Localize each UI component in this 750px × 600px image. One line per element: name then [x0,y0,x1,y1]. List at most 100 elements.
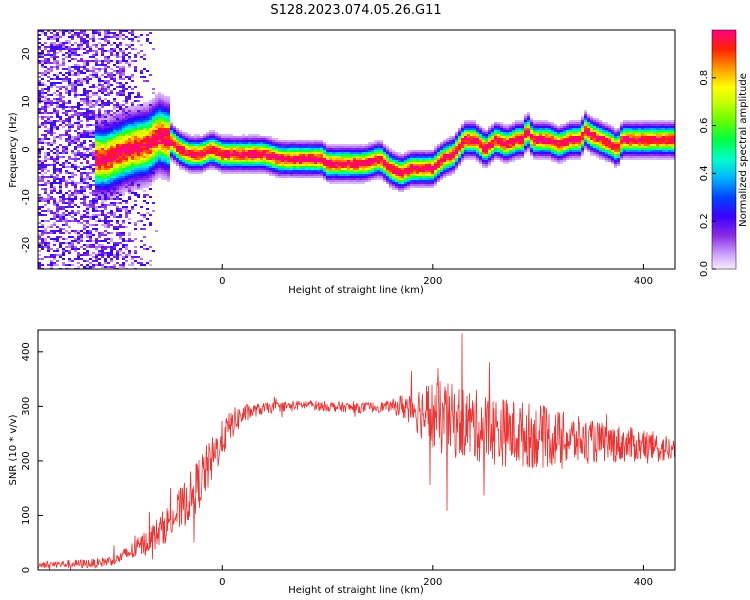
heatmap-cell [146,140,149,142]
heatmap-cell [248,138,251,140]
heatmap-cell [107,102,110,104]
heatmap-cell [74,182,77,184]
heatmap-cell [86,34,89,36]
heatmap-cell [44,126,47,128]
heatmap-cell [77,132,80,134]
heatmap-cell [89,218,92,220]
heatmap-cell [302,154,305,156]
heatmap-cell [83,40,86,42]
heatmap-cell [362,158,365,160]
heatmap-cell [128,94,131,96]
heatmap-cell [134,142,137,144]
heatmap-cell [122,162,125,164]
heatmap-cell [146,166,149,168]
heatmap-cell [296,168,299,170]
heatmap-cell [185,170,188,172]
heatmap-cell [134,154,137,156]
heatmap-cell [122,176,125,178]
heatmap-cell [59,206,62,208]
heatmap-cell [140,184,143,186]
heatmap-cell [185,150,188,152]
heatmap-cell [434,172,437,174]
heatmap-cell [83,178,86,180]
heatmap-cell [299,146,302,148]
heatmap-cell [119,208,122,210]
heatmap-cell [392,188,395,190]
heatmap-cell [380,142,383,144]
heatmap-cell [161,98,164,100]
heatmap-cell [143,146,146,148]
heatmap-cell [221,142,224,144]
heatmap-cell [206,136,209,138]
heatmap-cell [143,200,146,202]
heatmap-cell [290,144,293,146]
heatmap-cell [41,242,44,244]
heatmap-cell [95,114,98,116]
heatmap-cell [116,262,119,264]
heatmap-cell [38,180,41,182]
heatmap-cell [146,132,149,134]
heatmap-cell [41,264,44,266]
heatmap-cell [68,252,71,254]
heatmap-cell [65,224,68,226]
heatmap-cell [326,148,329,150]
heatmap-cell [47,100,50,102]
heatmap-cell [359,178,362,180]
heatmap-cell [188,138,191,140]
heatmap-cell [221,146,224,148]
heatmap-cell [131,76,134,78]
heatmap-cell [134,116,137,118]
heatmap-cell [122,132,125,134]
heatmap-cell [446,164,449,166]
heatmap-cell [101,156,104,158]
heatmap-cell [209,162,212,164]
heatmap-cell [419,174,422,176]
heatmap-cell [140,116,143,118]
heatmap-cell [89,48,92,50]
heatmap-cell [176,164,179,166]
heatmap-cell [464,122,467,124]
heatmap-cell [152,176,155,178]
heatmap-cell [95,72,98,74]
heatmap-cell [227,166,230,168]
heatmap-cell [470,130,473,132]
heatmap-cell [116,46,119,48]
heatmap-cell [398,152,401,154]
heatmap-cell [50,78,53,80]
heatmap-cell [56,98,59,100]
heatmap-cell [98,64,101,66]
heatmap-cell [110,102,113,104]
heatmap-cell [458,154,461,156]
heatmap-cell [146,122,149,124]
heatmap-cell [368,180,371,182]
heatmap-cell [392,176,395,178]
heatmap-cell [317,162,320,164]
heatmap-cells [38,30,675,269]
heatmap-cell [104,240,107,242]
heatmap-cell [50,254,53,256]
heatmap-cell [443,174,446,176]
heatmap-cell [110,214,113,216]
heatmap-cell [56,62,59,64]
heatmap-cell [233,160,236,162]
heatmap-cell [50,266,53,268]
heatmap-cell [326,150,329,152]
heatmap-cell [95,182,98,184]
heatmap-cell [119,120,122,122]
heatmap-cell [413,178,416,180]
heatmap-cell [143,130,146,132]
heatmap-cell [167,106,170,108]
heatmap-cell [428,150,431,152]
heatmap-cell [62,176,65,178]
heatmap-cell [275,138,278,140]
heatmap-cell [47,120,50,122]
heatmap-cell [188,152,191,154]
heatmap-cell [482,142,485,144]
heatmap-cell [119,94,122,96]
heatmap-cell [56,264,59,266]
heatmap-cell [74,166,77,168]
heatmap-cell [200,164,203,166]
heatmap-cell [113,178,116,180]
heatmap-cell [134,246,137,248]
heatmap-cell [122,262,125,264]
